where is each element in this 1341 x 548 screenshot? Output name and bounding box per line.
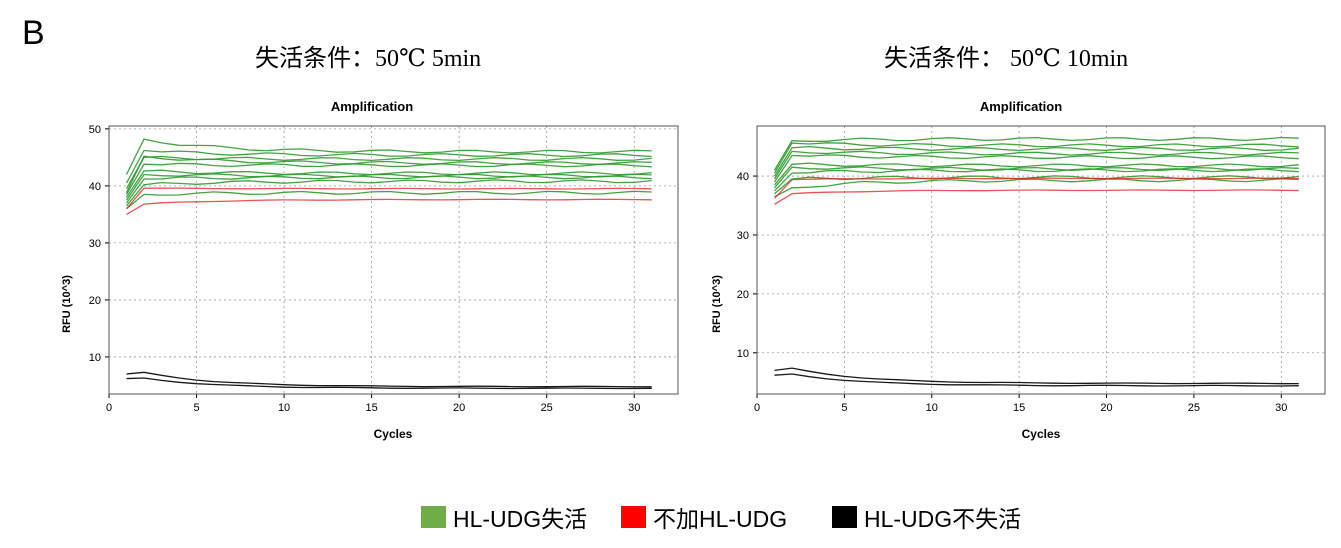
condition-title-left: 失活条件：50℃ 5min	[255, 46, 482, 72]
y-tick-label: 30	[737, 230, 749, 242]
series-line-green	[126, 190, 652, 210]
x-tick-label: 15	[1013, 402, 1025, 414]
x-tick-label: 20	[453, 402, 465, 414]
x-tick-label: 30	[628, 402, 640, 414]
legend-item-green: HL-UDG失活	[421, 500, 587, 534]
amplification-chart-left: Amplification Cycles RFU (10^3) 0 5 10 15 20…	[30, 92, 690, 452]
series-line-green	[125, 162, 652, 195]
legend-swatch-black	[832, 506, 857, 528]
series-line-green	[773, 142, 1299, 174]
series-line-green	[125, 179, 652, 207]
y-tick-label: 40	[89, 181, 101, 193]
series-line-green	[773, 136, 1299, 171]
x-tick-label: 25	[541, 402, 553, 414]
x-tick-label: 15	[365, 402, 377, 414]
x-tick-label: 5	[193, 402, 199, 414]
series-line-green	[774, 168, 1299, 192]
series-line-green	[773, 145, 1299, 177]
series-line-green	[125, 173, 652, 201]
x-tick-label: 25	[1188, 402, 1200, 414]
x-tick-label: 10	[278, 402, 290, 414]
series-line-green	[773, 154, 1299, 183]
y-axis-label: RFU (10^3)	[61, 275, 73, 333]
series-line-green	[774, 178, 1299, 198]
plot-frame	[756, 125, 1326, 395]
chart-svg-left: Amplification Cycles RFU (10^3) 0 5 10 15 20…	[61, 99, 679, 441]
amplification-chart-right: Amplification Cycles RFU (10^3) 0 5 10 15 20…	[680, 92, 1340, 452]
series-line-black	[774, 367, 1299, 385]
chart-svg-right: Amplification Cycles RFU (10^3) 0 5 10 15 20…	[711, 99, 1326, 441]
x-tick-label: 0	[106, 402, 112, 414]
legend-label: 不加HL-UDG	[653, 506, 788, 532]
legend-label: HL-UDG不失活	[864, 506, 1022, 532]
y-tick-label: 40	[737, 171, 749, 183]
series-line-red	[126, 187, 652, 210]
y-tick-label: 30	[89, 238, 101, 250]
chart-title: Amplification	[980, 99, 1062, 114]
plot-area: 0 5 10 15 20 25 30 10 20 30 40	[737, 125, 1326, 414]
series-line-green	[125, 138, 652, 175]
x-tick-label: 0	[754, 402, 760, 414]
y-tick-label: 20	[89, 295, 101, 307]
plot-area: 0 5 10 15 20 25 30 10 20 30 40 50	[89, 124, 679, 414]
series-line-green	[125, 175, 652, 204]
x-tick-label: 30	[1275, 402, 1287, 414]
x-axis-label: Cycles	[374, 427, 413, 441]
legend-label: HL-UDG失活	[453, 506, 588, 532]
y-tick-label: 20	[737, 289, 749, 301]
series-line-black	[774, 373, 1299, 387]
series-line-green	[774, 166, 1299, 189]
series-line-black	[126, 377, 652, 390]
x-tick-label: 10	[926, 402, 938, 414]
series-line-black	[126, 371, 652, 388]
series-line-red	[774, 177, 1299, 199]
x-tick-label: 5	[841, 402, 847, 414]
legend-item-black: HL-UDG不失活	[832, 500, 1021, 534]
series-line-green	[774, 162, 1299, 186]
condition-title-right: 失活条件： 50℃ 10min	[884, 46, 1129, 72]
plot-frame	[108, 125, 679, 395]
series-line-green	[125, 155, 652, 193]
x-tick-label: 20	[1100, 402, 1112, 414]
x-axis-label: Cycles	[1022, 427, 1061, 441]
legend-swatch-red	[621, 506, 646, 528]
legend: HL-UDG失活 不加HL-UDG HL-UDG不失活	[0, 500, 1341, 536]
series-line-green	[773, 150, 1299, 180]
y-axis-label: RFU (10^3)	[711, 275, 723, 333]
y-tick-label: 50	[89, 124, 101, 136]
y-tick-label: 10	[737, 348, 749, 360]
legend-swatch-green	[421, 506, 446, 528]
legend-item-red: 不加HL-UDG	[621, 500, 787, 534]
panel-label: B	[22, 14, 45, 52]
series-line-green	[125, 149, 652, 184]
series-line-red	[126, 198, 652, 215]
y-tick-label: 10	[89, 352, 101, 364]
chart-title: Amplification	[331, 99, 413, 114]
series-line-red	[774, 189, 1299, 205]
